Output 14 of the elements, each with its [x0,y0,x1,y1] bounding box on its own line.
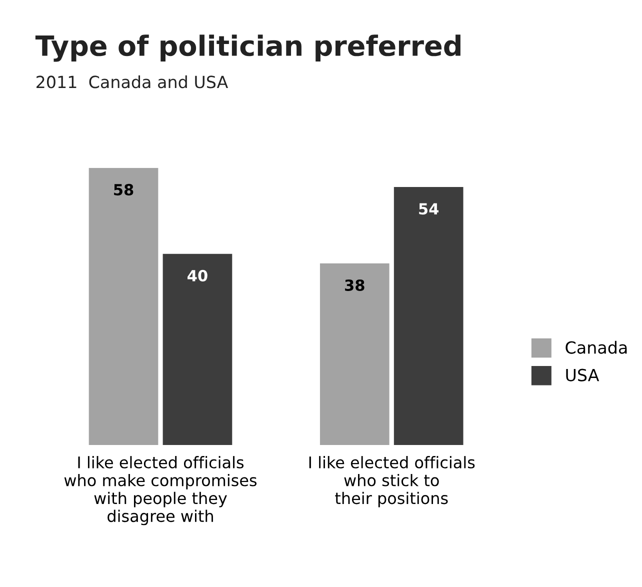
legend-label: USA [566,368,600,382]
bar [394,186,464,445]
bar [320,263,390,445]
bar [88,168,158,445]
data-label: 40 [188,270,208,282]
chart-subtitle: 2011 Canada and USA [36,75,228,88]
data-label: 58 [114,184,134,196]
bar [162,254,232,445]
legend-label: Canada [566,340,627,354]
data-label: 38 [345,279,364,292]
data-label: 54 [419,203,439,215]
x-tick-label: I like elected officials who stick to their positions [309,456,475,508]
x-tick-label: I like elected officials who make compromises with people they disagree with [64,456,257,526]
chart-title: Type of politician preferred [35,34,460,62]
